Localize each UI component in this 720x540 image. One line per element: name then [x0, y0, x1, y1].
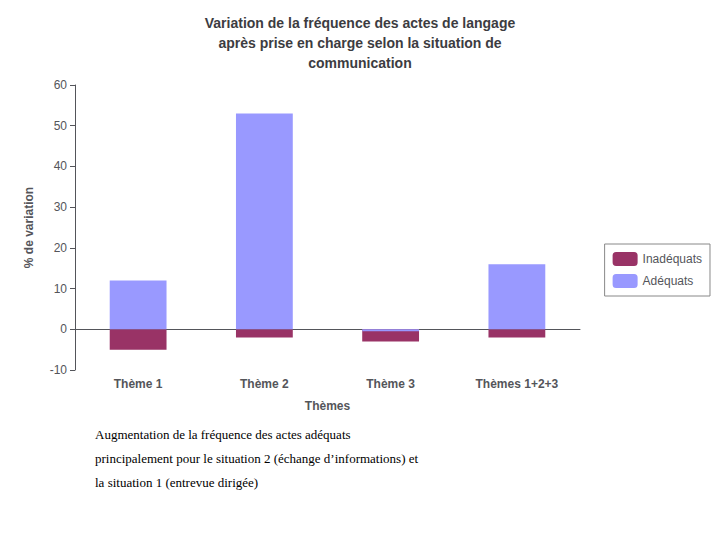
- svg-text:10: 10: [54, 282, 68, 296]
- svg-text:Thème 3: Thème 3: [366, 377, 415, 391]
- svg-text:-10: -10: [50, 363, 68, 377]
- svg-text:Inadéquats: Inadéquats: [643, 252, 702, 266]
- svg-text:50: 50: [54, 119, 68, 133]
- svg-text:20: 20: [54, 241, 68, 255]
- svg-text:% de variation: % de variation: [22, 187, 36, 268]
- svg-text:Thème 1: Thème 1: [114, 377, 163, 391]
- svg-text:Thème 2: Thème 2: [240, 377, 289, 391]
- svg-text:Adéquats: Adéquats: [643, 274, 694, 288]
- svg-text:après prise en charge selon la: après prise en charge selon la situation…: [218, 35, 501, 51]
- svg-text:40: 40: [54, 159, 68, 173]
- svg-text:0: 0: [60, 322, 67, 336]
- svg-text:principalement pour le situati: principalement pour le situation 2 (écha…: [95, 451, 418, 466]
- svg-text:60: 60: [54, 78, 68, 92]
- svg-text:Augmentation de la fréquence d: Augmentation de la fréquence des actes a…: [95, 427, 351, 442]
- svg-text:la situation 1 (entrevue dirig: la situation 1 (entrevue dirigée): [95, 475, 258, 490]
- svg-text:communication: communication: [308, 55, 411, 71]
- svg-text:Thèmes 1+2+3: Thèmes 1+2+3: [476, 377, 559, 391]
- svg-text:Thèmes: Thèmes: [305, 399, 351, 413]
- svg-text:Variation de la fréquence des: Variation de la fréquence des actes de l…: [205, 15, 516, 31]
- svg-text:30: 30: [54, 200, 68, 214]
